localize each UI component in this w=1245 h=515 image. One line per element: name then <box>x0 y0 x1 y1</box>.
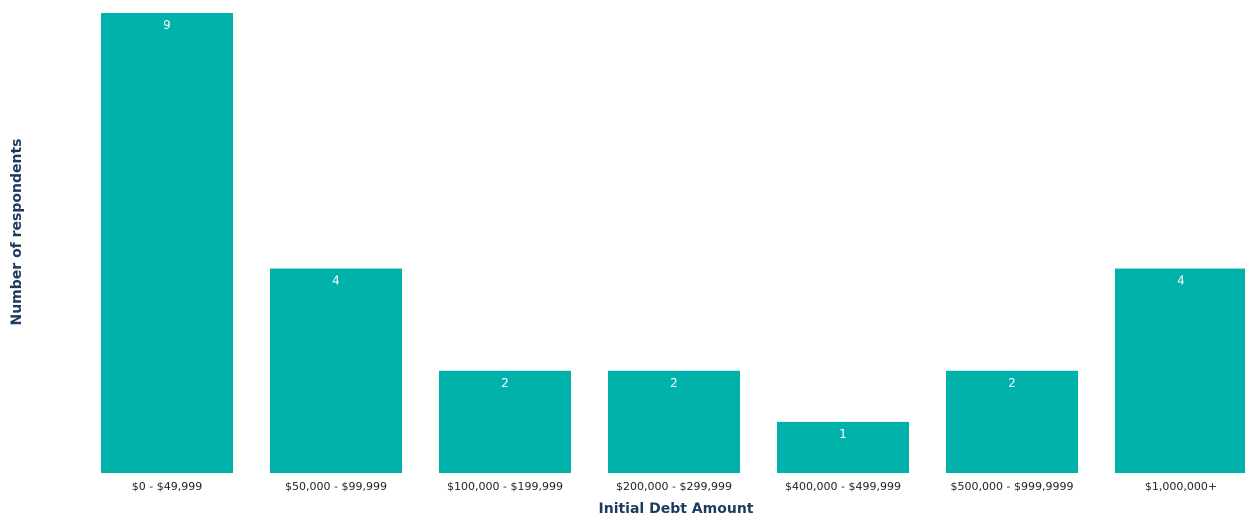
x-tick-label: $400,000 - $499,999 <box>785 480 901 493</box>
bar-value-label: 2 <box>670 376 678 390</box>
bar-value-label: 2 <box>1008 376 1016 390</box>
x-tick-label: $50,000 - $99,999 <box>285 480 387 493</box>
bars-group <box>101 13 1245 473</box>
data-labels-group: 9 4 2 2 1 2 4 <box>163 18 1185 441</box>
x-tick-label: $200,000 - $299,999 <box>616 480 732 493</box>
bar-value-label: 4 <box>332 274 340 288</box>
bar <box>1115 268 1245 473</box>
bar-value-label: 9 <box>163 18 171 32</box>
x-axis-title: Initial Debt Amount <box>599 501 754 515</box>
bar <box>439 370 571 473</box>
bar <box>101 13 233 473</box>
x-tick-label: $500,000 - $999,9999 <box>951 480 1074 493</box>
x-tick-labels-group: $0 - $49,999 $50,000 - $99,999 $100,000 - … <box>132 480 1217 493</box>
bar <box>270 268 402 473</box>
bar <box>608 370 740 473</box>
y-axis-title: Number of respondents <box>9 139 25 326</box>
bar-value-label: 2 <box>501 376 509 390</box>
bar <box>946 370 1078 473</box>
x-tick-label: $100,000 - $199,999 <box>447 480 563 493</box>
x-tick-label: $0 - $49,999 <box>132 480 202 493</box>
bar-value-label: 4 <box>1177 274 1185 288</box>
x-tick-label: $1,000,000+ <box>1145 480 1217 493</box>
bar-value-label: 1 <box>839 427 847 441</box>
bar <box>777 421 909 473</box>
